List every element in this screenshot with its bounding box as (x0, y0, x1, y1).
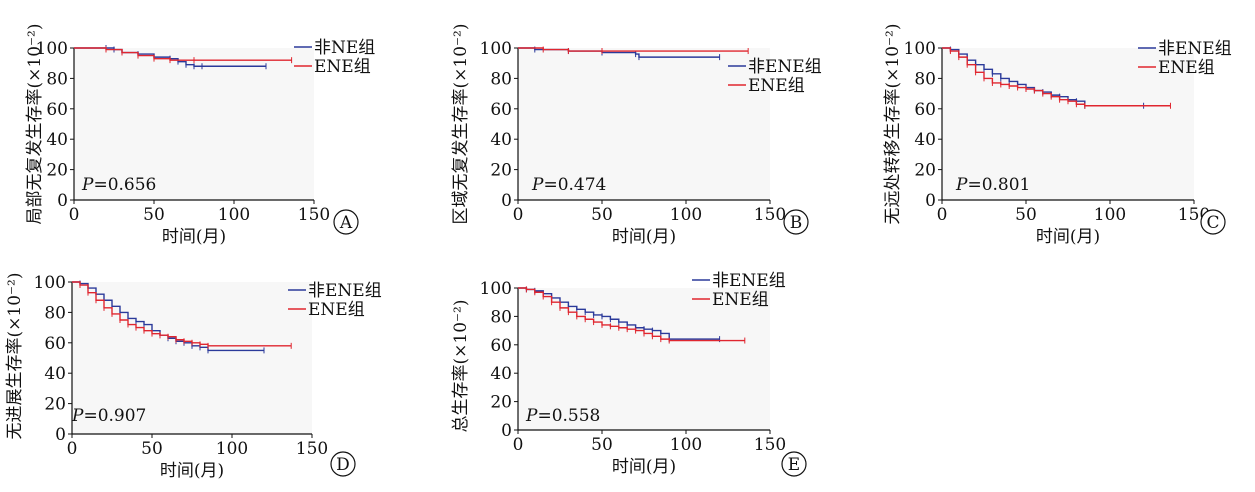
legend-label: ENE组 (1158, 58, 1215, 78)
x-tick-label: 100 (670, 435, 702, 455)
y-tick-label: 40 (490, 364, 512, 384)
y-tick-label: 20 (490, 161, 512, 181)
y-axis-title: 总生存率(×10⁻²) (451, 300, 471, 433)
x-tick-label: 50 (141, 439, 163, 459)
km-panel-e: 0 20 40 60 80 100 0 50 100 150 时间(月) 总生存率(×10⁻²) 非EN… (451, 271, 807, 477)
plot-area (74, 48, 314, 200)
legend-label: 非ENE组 (1158, 39, 1232, 59)
y-tick-label: 20 (490, 393, 512, 413)
y-axis-title: 局部无复发生存率(×10⁻²) (25, 24, 45, 225)
y-tick-label: 60 (46, 100, 68, 120)
y-tick-label: 0 (501, 191, 512, 211)
panel-letter-circle (330, 451, 356, 477)
y-tick-label: 100 (34, 273, 66, 293)
panel-letter-circle (1200, 209, 1226, 235)
y-tick-label: 100 (480, 279, 512, 299)
x-tick-label: 50 (591, 205, 613, 225)
y-tick-label: 0 (55, 425, 66, 445)
plot-area (518, 48, 770, 200)
y-tick-label: 60 (490, 100, 512, 120)
x-tick-label: 0 (67, 439, 78, 459)
plot-area (518, 288, 770, 430)
panel-letter: A (339, 213, 353, 233)
y-tick-label: 100 (480, 39, 512, 59)
legend-label: 非ENE组 (308, 281, 382, 301)
y-tick-label: 60 (44, 334, 66, 354)
x-tick-label: 150 (754, 435, 786, 455)
legend-label: ENE组 (748, 76, 805, 96)
x-tick-label: 150 (298, 205, 330, 225)
y-tick-label: 0 (57, 191, 68, 211)
p-value: P=0.474 (531, 175, 606, 195)
y-tick-label: 40 (490, 130, 512, 150)
y-axis-title: 区域无复发生存率(×10⁻²) (451, 24, 471, 225)
legend-label: 非ENE组 (748, 57, 822, 77)
x-axis-title: 时间(月) (1036, 227, 1100, 247)
km-panel-b: 0 20 40 60 80 100 0 50 100 150 时间(月) 区域无复发生存率(×10⁻²… (451, 24, 822, 247)
legend-label: ENE组 (308, 300, 365, 320)
km-panel-d: 0 20 40 60 80 100 0 50 100 150 时间(月) 无进展生存率(×10⁻²) 非… (5, 273, 382, 481)
legend-label: ENE组 (314, 57, 371, 77)
y-tick-label: 40 (44, 364, 66, 384)
legend-label: ENE组 (712, 290, 769, 310)
panel-letter-circle (783, 209, 809, 235)
y-tick-label: 40 (46, 130, 68, 150)
x-axis-title: 时间(月) (612, 457, 676, 477)
y-tick-label: 80 (490, 69, 512, 89)
x-axis-title: 时间(月) (612, 227, 676, 247)
km-panel-a: 0 20 40 60 80 100 0 50 100 150 时间(月) 局部无复发生存率(×10⁻²… (25, 24, 375, 247)
y-tick-label: 80 (490, 307, 512, 327)
y-tick-label: 20 (46, 161, 68, 181)
p-value: P=0.558 (525, 406, 600, 426)
y-tick-label: 0 (925, 191, 936, 211)
x-tick-label: 0 (513, 435, 524, 455)
p-value: P=0.907 (71, 406, 146, 426)
panel-letter: B (790, 213, 803, 233)
y-axis-title: 无进展生存率(×10⁻²) (5, 273, 25, 440)
x-tick-label: 100 (670, 205, 702, 225)
x-tick-label: 0 (937, 205, 948, 225)
x-tick-label: 100 (216, 439, 248, 459)
x-tick-label: 50 (591, 435, 613, 455)
p-value: P=0.656 (81, 175, 156, 195)
x-tick-label: 100 (218, 205, 250, 225)
panel-letter: D (336, 455, 350, 475)
y-tick-label: 20 (44, 395, 66, 415)
y-axis-title: 无远处转移生存率(×10⁻²) (883, 24, 903, 225)
legend-label: 非ENE组 (712, 271, 786, 291)
x-tick-label: 50 (143, 205, 165, 225)
p-value: P=0.801 (955, 175, 1030, 195)
panel-letter: C (1206, 213, 1219, 233)
panel-letter-circle (333, 209, 359, 235)
y-tick-label: 80 (46, 69, 68, 89)
x-tick-label: 100 (1094, 205, 1126, 225)
y-tick-label: 100 (36, 39, 68, 59)
series-line-ene (518, 287, 745, 342)
y-tick-label: 100 (904, 39, 936, 59)
series-line-non-ene (518, 287, 720, 340)
x-axis-title: 时间(月) (160, 461, 224, 481)
y-tick-label: 60 (914, 100, 936, 120)
y-tick-label: 20 (914, 161, 936, 181)
panel-letter: E (788, 455, 800, 475)
panel-letter-circle (781, 451, 807, 477)
x-tick-label: 0 (513, 205, 524, 225)
y-tick-label: 60 (490, 336, 512, 356)
x-tick-label: 150 (754, 205, 786, 225)
x-tick-label: 0 (69, 205, 80, 225)
y-tick-label: 80 (44, 303, 66, 323)
y-tick-label: 40 (914, 130, 936, 150)
y-tick-label: 0 (501, 421, 512, 441)
x-tick-label: 150 (296, 439, 328, 459)
x-tick-label: 50 (1015, 205, 1037, 225)
x-axis-title: 时间(月) (162, 227, 226, 247)
legend-label: 非NE组 (314, 38, 375, 58)
y-tick-label: 80 (914, 69, 936, 89)
